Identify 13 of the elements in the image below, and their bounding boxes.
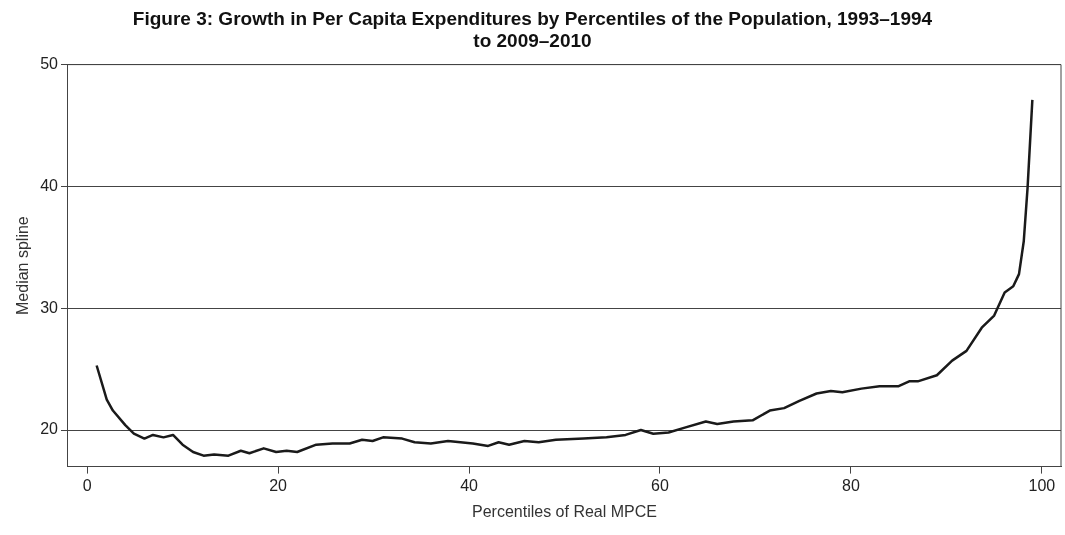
x-tick-label: 0 [82,476,92,494]
y-axis-title: Median spline [14,216,32,315]
x-axis-title: Percentiles of Real MPCE [472,502,657,520]
x-tick-label: 100 [1028,476,1056,494]
x-tick-label: 20 [269,476,288,494]
y-tick-label: 50 [40,55,59,73]
x-tick-label: 60 [651,476,669,494]
y-tick-label: 20 [40,420,59,438]
x-tick-label: 40 [460,476,479,494]
y-tick-label: 40 [40,176,59,194]
x-tick-label: 80 [842,476,860,494]
y-tick-label: 30 [40,298,59,316]
chart-title: Figure 3: Growth in Per Capita Expenditures by Percentiles of the Population, 1993–1994 to 2009–2010 [131,7,934,52]
